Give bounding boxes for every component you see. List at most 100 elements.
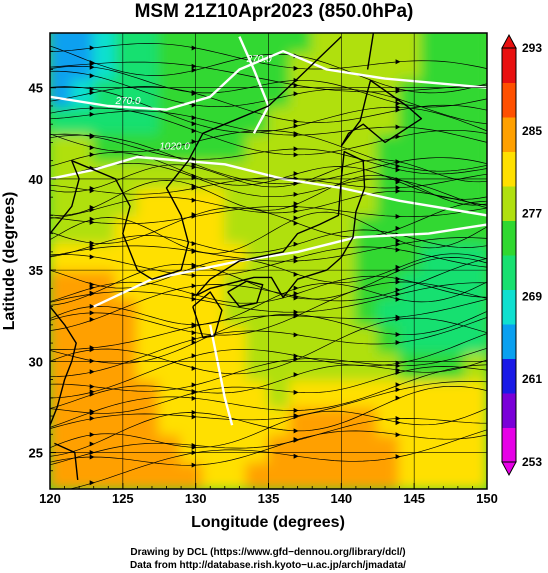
field-cell (311, 33, 336, 53)
field-cell (354, 460, 379, 489)
field-cell (114, 378, 139, 408)
streamline-arrow (191, 462, 197, 468)
streamline-arrow (395, 432, 401, 438)
field-cell (376, 50, 401, 80)
streamline-arrow (89, 303, 95, 309)
field-cell (420, 214, 445, 244)
field-cell (354, 378, 379, 408)
streamline-arrow (395, 332, 401, 338)
field-cell (50, 187, 73, 217)
streamline-arrow (293, 91, 299, 97)
field-cell (136, 241, 161, 272)
y-tick-label: 25 (29, 446, 43, 461)
colorbar-segment (502, 220, 516, 256)
y-axis-label: Latitude (degrees) (1, 192, 18, 331)
field-cell (420, 50, 445, 80)
field-cell (311, 132, 336, 162)
field-cell (398, 460, 423, 489)
field-cell (289, 33, 314, 53)
field-cell (354, 33, 379, 53)
streamline-arrow (191, 444, 197, 450)
field-cell (201, 269, 226, 299)
coastline (366, 33, 375, 70)
field-cell (50, 405, 73, 436)
field-cell (92, 77, 117, 107)
streamline-arrow (191, 414, 197, 420)
field-cell (420, 405, 445, 436)
field-cell (464, 214, 487, 244)
field-cell (420, 323, 445, 354)
field-cell (92, 187, 117, 217)
field-cell (70, 351, 95, 381)
field-cell (201, 351, 226, 381)
streamline-arrow (191, 156, 197, 162)
field-cell (420, 159, 445, 190)
field-cell (50, 269, 73, 299)
streamline-arrow (395, 214, 401, 220)
field-cell (354, 132, 379, 162)
streamline-arrow (191, 330, 197, 336)
streamline-arrow (395, 454, 401, 460)
field-cell (354, 104, 379, 135)
field-cell (180, 296, 204, 326)
colorbar-tick-label: 253 (522, 455, 542, 469)
field-cell (442, 50, 467, 80)
streamline-arrow (89, 145, 95, 151)
streamline-arrow (89, 73, 95, 79)
field-cell (420, 296, 445, 326)
pressure-contour (209, 324, 234, 426)
field-cell (289, 378, 314, 408)
field-cell (267, 405, 292, 436)
field-cell (267, 77, 292, 107)
field-cell (114, 269, 139, 299)
field-cell (267, 104, 292, 135)
field-cell (267, 323, 292, 354)
streamline-arrow (293, 291, 299, 297)
field-cell (50, 241, 73, 272)
x-tick-label: 120 (39, 491, 61, 506)
field-cell (136, 378, 161, 408)
streamline-arrow (89, 317, 95, 323)
field-cell (289, 296, 314, 326)
field-cell (223, 351, 248, 381)
streamline-arrow (89, 369, 95, 375)
field-cell (70, 104, 95, 135)
field-cell (158, 77, 183, 107)
field-cell (398, 323, 423, 354)
streamline-arrow (191, 67, 197, 73)
streamline-arrow (395, 241, 401, 247)
field-cell (114, 433, 139, 463)
field-cell (289, 269, 314, 299)
streamline-arrow (191, 115, 197, 121)
field-cell (420, 187, 445, 217)
field-cell (289, 104, 314, 135)
field-cell (267, 378, 292, 408)
streamline-arrow (395, 247, 401, 253)
coastline (192, 291, 223, 339)
streamline-arrow (293, 65, 299, 71)
streamline-arrow (191, 45, 197, 51)
credit-line-1: Drawing by DCL (https://www.gfd−dennou.o… (130, 547, 405, 558)
streamline-arrow (395, 296, 401, 302)
streamline-arrow (395, 382, 401, 388)
streamline-arrow (89, 186, 95, 192)
field-cell (267, 433, 292, 463)
streamline-arrow (191, 353, 197, 359)
field-cell (158, 33, 183, 53)
streamline-arrow (89, 384, 95, 390)
x-tick-label: 135 (258, 491, 280, 506)
field-cell (114, 50, 139, 80)
field-cell (311, 296, 336, 326)
streamline-arrow (395, 314, 401, 320)
field-cell (158, 187, 183, 217)
field-cell (114, 296, 139, 326)
colorbar-tick-label: 285 (522, 124, 542, 138)
streamline-arrow (395, 264, 401, 270)
colorbar-segment (502, 48, 516, 83)
field-cell (201, 460, 226, 489)
streamline-arrow (191, 241, 197, 247)
field-cell (442, 296, 467, 326)
field-cell (354, 433, 379, 463)
coastline (227, 280, 264, 308)
streamline-arrow (395, 420, 401, 426)
